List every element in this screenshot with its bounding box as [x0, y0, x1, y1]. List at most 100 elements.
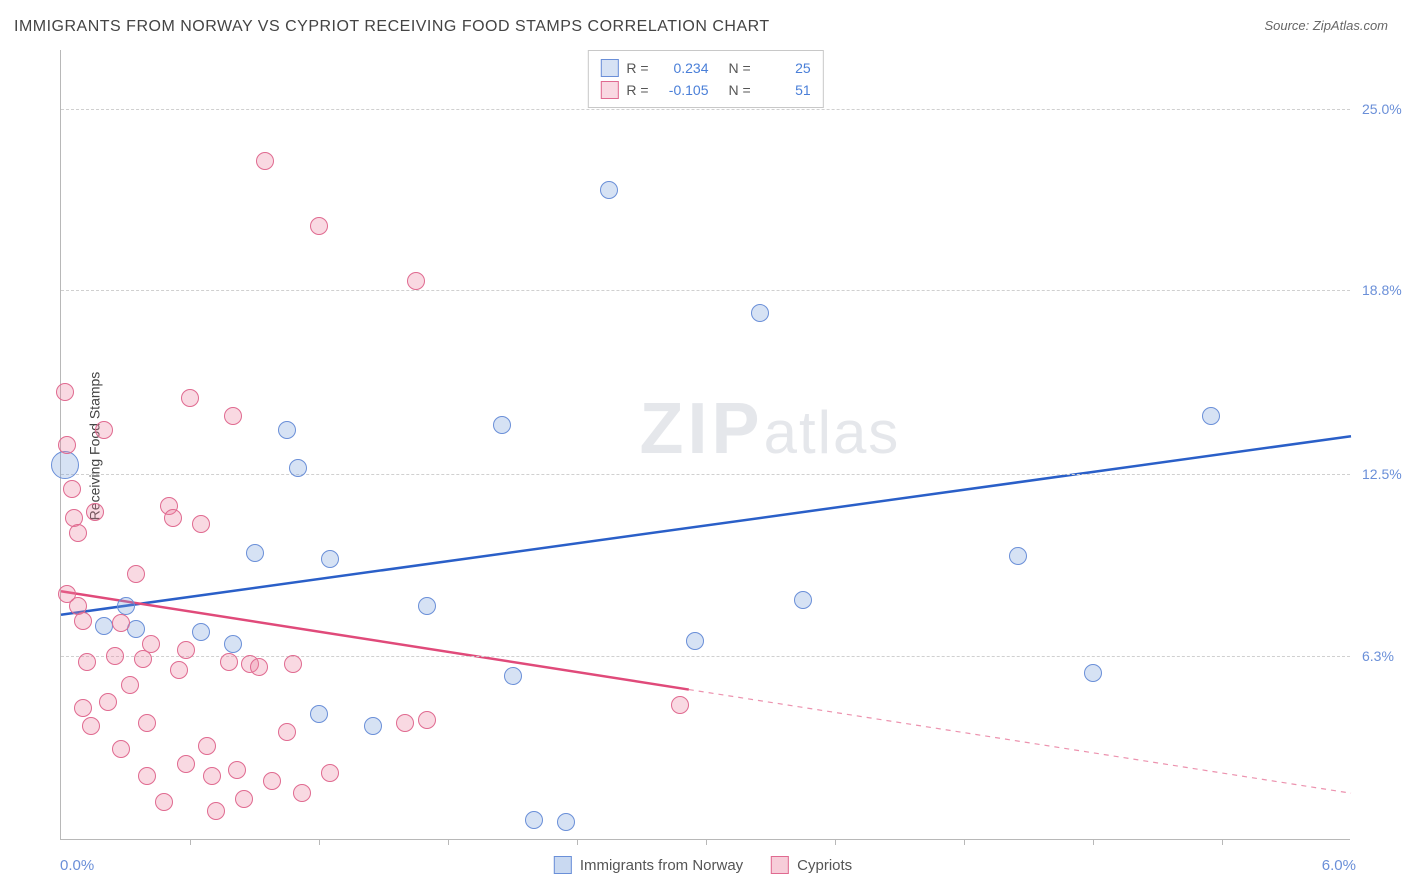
scatter-point — [177, 641, 195, 659]
gridline-h — [61, 109, 1350, 110]
legend-series-item: Cypriots — [771, 856, 852, 874]
y-tick-label: 12.5% — [1362, 466, 1402, 482]
scatter-point — [192, 623, 210, 641]
scatter-point — [51, 451, 79, 479]
scatter-point — [525, 811, 543, 829]
x-tick — [1222, 839, 1223, 845]
x-tick — [319, 839, 320, 845]
scatter-point — [74, 699, 92, 717]
legend-n-label: N = — [729, 82, 751, 98]
scatter-point — [1202, 407, 1220, 425]
scatter-point — [278, 723, 296, 741]
scatter-point — [170, 661, 188, 679]
scatter-point — [671, 696, 689, 714]
scatter-point — [418, 597, 436, 615]
legend-r-label: R = — [626, 60, 648, 76]
y-tick-label: 18.8% — [1362, 282, 1402, 298]
scatter-point — [95, 421, 113, 439]
scatter-point — [418, 711, 436, 729]
x-tick — [706, 839, 707, 845]
scatter-point — [112, 614, 130, 632]
trend-lines-svg — [61, 50, 1351, 840]
scatter-point — [177, 755, 195, 773]
scatter-point — [164, 509, 182, 527]
legend-n-value: 51 — [759, 82, 811, 98]
legend-series-label: Immigrants from Norway — [580, 857, 743, 874]
scatter-point — [235, 790, 253, 808]
scatter-point — [58, 436, 76, 454]
legend-stats-box: R = 0.234 N = 25 R = -0.105 N = 51 — [587, 50, 823, 108]
plot-area: ZIPatlas R =0.234N =25R =-0.105N =51 6.3… — [60, 50, 1350, 840]
legend-swatch — [600, 59, 618, 77]
scatter-point — [95, 617, 113, 635]
scatter-point — [127, 565, 145, 583]
legend-n-label: N = — [729, 60, 751, 76]
scatter-point — [138, 767, 156, 785]
scatter-point — [117, 597, 135, 615]
scatter-point — [557, 813, 575, 831]
scatter-point — [396, 714, 414, 732]
scatter-point — [1009, 547, 1027, 565]
scatter-point — [246, 544, 264, 562]
legend-n-value: 25 — [759, 60, 811, 76]
legend-swatch — [554, 856, 572, 874]
legend-swatch — [600, 81, 618, 99]
legend-swatch — [771, 856, 789, 874]
scatter-point — [220, 653, 238, 671]
scatter-point — [142, 635, 160, 653]
y-tick-label: 25.0% — [1362, 101, 1402, 117]
x-tick — [190, 839, 191, 845]
chart-title: IMMIGRANTS FROM NORWAY VS CYPRIOT RECEIV… — [14, 18, 770, 36]
scatter-point — [86, 503, 104, 521]
scatter-point — [224, 635, 242, 653]
x-tick — [835, 839, 836, 845]
scatter-point — [56, 383, 74, 401]
x-tick — [964, 839, 965, 845]
legend-stats-row: R = 0.234 N = 25 — [600, 57, 810, 79]
scatter-point — [493, 416, 511, 434]
scatter-point — [207, 802, 225, 820]
scatter-point — [203, 767, 221, 785]
legend-series-label: Cypriots — [797, 857, 852, 874]
x-axis-max-label: 6.0% — [1322, 857, 1356, 874]
legend-r-label: R = — [626, 82, 648, 98]
scatter-point — [600, 181, 618, 199]
scatter-point — [263, 772, 281, 790]
scatter-point — [63, 480, 81, 498]
scatter-point — [181, 389, 199, 407]
scatter-point — [278, 421, 296, 439]
scatter-point — [112, 740, 130, 758]
scatter-point — [751, 304, 769, 322]
scatter-point — [504, 667, 522, 685]
source-attribution: Source: ZipAtlas.com — [1264, 18, 1388, 33]
x-tick — [577, 839, 578, 845]
scatter-point — [284, 655, 302, 673]
scatter-point — [310, 705, 328, 723]
gridline-h — [61, 290, 1350, 291]
gridline-h — [61, 474, 1350, 475]
scatter-point — [293, 784, 311, 802]
legend-r-value: -0.105 — [657, 82, 709, 98]
scatter-point — [82, 717, 100, 735]
scatter-point — [121, 676, 139, 694]
scatter-point — [74, 612, 92, 630]
x-axis-min-label: 0.0% — [60, 857, 94, 874]
scatter-point — [364, 717, 382, 735]
scatter-point — [794, 591, 812, 609]
scatter-point — [138, 714, 156, 732]
legend-r-value: 0.234 — [657, 60, 709, 76]
x-tick — [448, 839, 449, 845]
scatter-point — [686, 632, 704, 650]
scatter-point — [1084, 664, 1102, 682]
scatter-point — [321, 550, 339, 568]
trend-line-dashed — [689, 690, 1351, 794]
scatter-point — [106, 647, 124, 665]
legend-bottom: Immigrants from Norway Cypriots — [554, 856, 852, 874]
y-tick-label: 6.3% — [1362, 648, 1394, 664]
scatter-point — [224, 407, 242, 425]
scatter-point — [228, 761, 246, 779]
scatter-point — [99, 693, 117, 711]
trend-line-solid — [61, 436, 1351, 614]
scatter-point — [192, 515, 210, 533]
legend-stats-row: R = -0.105 N = 51 — [600, 79, 810, 101]
